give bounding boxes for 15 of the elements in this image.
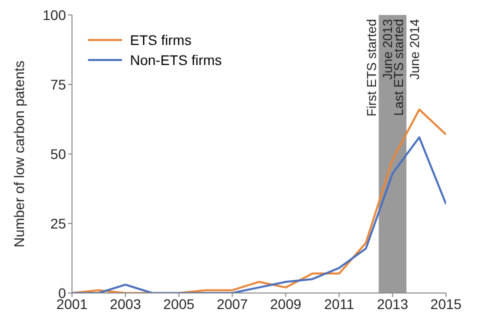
x-tick-label: 2009 <box>270 296 302 312</box>
x-tick-label: 2007 <box>216 296 248 312</box>
y-tick-label: 50 <box>50 146 66 162</box>
x-tick-label: 2003 <box>110 296 142 312</box>
x-tick-label: 2013 <box>376 296 408 312</box>
y-tick-label: 75 <box>50 76 66 92</box>
y-axis-title: Number of low carbon patents <box>10 60 27 248</box>
x-tick-label: 2015 <box>430 296 462 312</box>
ref-line-label: Last ETS started June 2014 <box>390 19 422 116</box>
x-tick-label: 2011 <box>324 296 354 312</box>
x-tick-label: 2005 <box>163 296 195 312</box>
legend-label: ETS firms <box>130 31 192 50</box>
y-tick-label: 25 <box>50 215 66 232</box>
legend-label: Non-ETS firms <box>130 51 222 70</box>
y-tick-label: 100 <box>42 6 66 23</box>
